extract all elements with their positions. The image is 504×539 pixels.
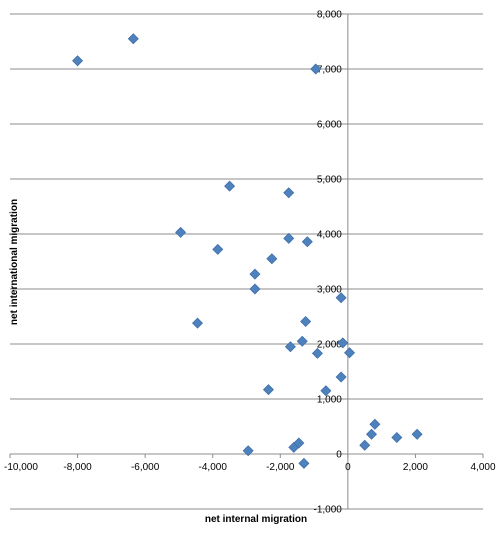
y-tick-label-7: 6,000 bbox=[317, 120, 342, 131]
data-point-22 bbox=[262, 384, 274, 396]
y-tick-label-1: 0 bbox=[336, 450, 342, 461]
data-point-14 bbox=[335, 292, 347, 304]
x-axis-title: net internal migration bbox=[205, 514, 307, 525]
x-tick-label-6: 2,000 bbox=[403, 462, 428, 473]
data-point-27 bbox=[359, 439, 371, 451]
data-point-1 bbox=[127, 33, 139, 45]
x-tick-label-0: -10,000 bbox=[4, 462, 38, 473]
y-tick-label-5: 4,000 bbox=[317, 230, 342, 241]
data-point-0 bbox=[72, 55, 84, 67]
y-tick-label-8: 7,000 bbox=[317, 65, 342, 76]
data-point-6 bbox=[283, 232, 295, 244]
data-point-17 bbox=[337, 337, 349, 349]
data-point-15 bbox=[296, 335, 308, 347]
y-axis-title: net international migration bbox=[9, 199, 20, 325]
data-point-8 bbox=[212, 243, 224, 255]
x-tick-label-1: -8,000 bbox=[63, 462, 92, 473]
data-point-28 bbox=[242, 445, 254, 457]
y-tick-label-4: 3,000 bbox=[317, 285, 342, 296]
data-point-2 bbox=[310, 63, 322, 75]
gridlines bbox=[10, 13, 483, 510]
data-point-12 bbox=[192, 317, 204, 329]
y-tick-label-0: -1,000 bbox=[313, 505, 342, 516]
x-tick-label-4: -2,000 bbox=[266, 462, 295, 473]
y-tick-label-6: 5,000 bbox=[317, 175, 342, 186]
data-point-16 bbox=[284, 341, 296, 353]
y-tick-labels: -1,000 0 1,000 2,000 3,000 4,000 5,000 6,000 7,0… bbox=[313, 10, 342, 516]
data-point-23 bbox=[369, 418, 381, 430]
data-point-31 bbox=[298, 457, 310, 469]
y-tick-label-2: 1,000 bbox=[317, 395, 342, 406]
y-tick-label-3: 2,000 bbox=[317, 340, 342, 351]
x-tick-label-5: 0 bbox=[345, 462, 351, 473]
data-point-11 bbox=[249, 283, 261, 295]
data-point-19 bbox=[344, 347, 356, 359]
data-point-4 bbox=[283, 187, 295, 199]
data-point-30 bbox=[293, 437, 305, 449]
data-point-25 bbox=[391, 432, 403, 443]
data-point-9 bbox=[266, 253, 278, 265]
data-point-18 bbox=[311, 347, 323, 359]
data-point-13 bbox=[300, 315, 312, 327]
y-tick-label-9: 8,000 bbox=[317, 10, 342, 21]
data-point-20 bbox=[335, 371, 347, 383]
x-tick-label-2: -6,000 bbox=[131, 462, 160, 473]
data-point-24 bbox=[366, 428, 378, 440]
axes bbox=[9, 13, 484, 510]
data-point-7 bbox=[301, 236, 313, 248]
data-point-10 bbox=[249, 268, 261, 280]
x-tick-labels: -10,000 -8,000 -6,000 -4,000 -2,000 0 2,000 4,0… bbox=[4, 462, 496, 473]
data-point-3 bbox=[224, 180, 236, 192]
data-point-5 bbox=[175, 226, 187, 238]
data-point-21 bbox=[320, 385, 332, 397]
x-tick-label-7: 4,000 bbox=[470, 462, 495, 473]
data-points bbox=[72, 33, 423, 469]
data-point-26 bbox=[411, 428, 423, 440]
x-tick-label-3: -4,000 bbox=[199, 462, 228, 473]
